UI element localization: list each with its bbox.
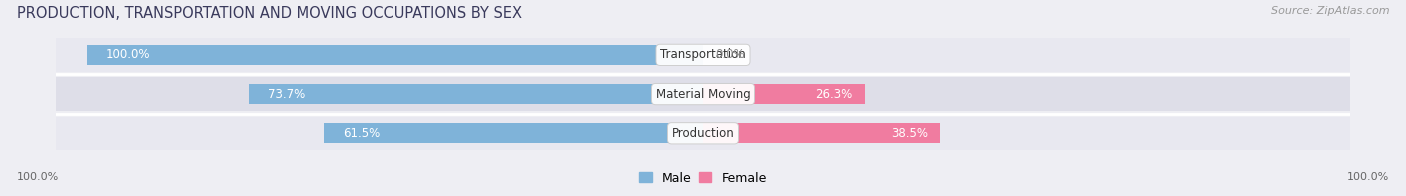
Text: 0.0%: 0.0% xyxy=(716,48,745,61)
Text: Source: ZipAtlas.com: Source: ZipAtlas.com xyxy=(1271,6,1389,16)
Text: 26.3%: 26.3% xyxy=(815,88,852,101)
Text: 100.0%: 100.0% xyxy=(1347,172,1389,182)
Text: 100.0%: 100.0% xyxy=(17,172,59,182)
Text: 100.0%: 100.0% xyxy=(105,48,150,61)
Bar xyxy=(56,117,1350,150)
Bar xyxy=(249,84,703,104)
Text: 61.5%: 61.5% xyxy=(343,127,380,140)
Bar xyxy=(703,123,941,143)
Text: PRODUCTION, TRANSPORTATION AND MOVING OCCUPATIONS BY SEX: PRODUCTION, TRANSPORTATION AND MOVING OC… xyxy=(17,6,522,21)
Bar xyxy=(703,84,865,104)
Bar xyxy=(56,77,1350,111)
Text: 38.5%: 38.5% xyxy=(891,127,928,140)
Legend: Male, Female: Male, Female xyxy=(634,167,772,190)
Text: 73.7%: 73.7% xyxy=(267,88,305,101)
Bar xyxy=(325,123,703,143)
Bar xyxy=(87,45,703,65)
Text: Material Moving: Material Moving xyxy=(655,88,751,101)
Text: Production: Production xyxy=(672,127,734,140)
Text: Transportation: Transportation xyxy=(661,48,745,61)
Bar xyxy=(56,38,1350,72)
